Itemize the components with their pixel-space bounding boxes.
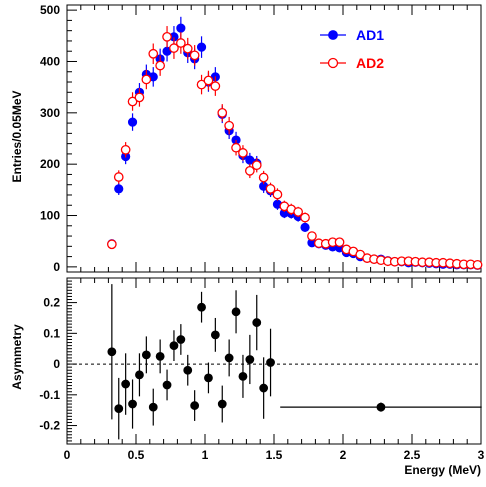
- data-point-ad2: [148, 48, 159, 59]
- data-point-ad1: [114, 184, 124, 194]
- bottom-y-axis-title: Asymmetry: [10, 324, 24, 390]
- asymmetry-point: [107, 347, 117, 357]
- data-point-ad2: [189, 50, 200, 61]
- series-ad2: [107, 26, 483, 270]
- series-asymmetry: [107, 284, 482, 440]
- x-tick-label: 0: [64, 448, 71, 462]
- asymmetry-point: [259, 383, 269, 393]
- top-panel-frame: [66, 4, 482, 273]
- asymmetry-point: [217, 399, 227, 409]
- bottom-y-tick-label: 0.1: [43, 326, 60, 340]
- data-point-ad2: [210, 81, 221, 91]
- data-point-ad2: [113, 172, 124, 182]
- asymmetry-point: [252, 318, 262, 327]
- asymmetry-point: [266, 358, 275, 367]
- data-point-ad1: [196, 42, 207, 52]
- data-point-ad2: [258, 172, 269, 183]
- data-point-ad2: [182, 43, 193, 54]
- data-point-ad2: [238, 148, 248, 158]
- top-y-tick-label: 200: [40, 157, 60, 171]
- data-point-ad2: [272, 189, 283, 200]
- asymmetry-point: [135, 370, 144, 380]
- data-point-ad2: [196, 79, 207, 90]
- data-point-ad2: [251, 160, 262, 171]
- data-point-ad1: [127, 117, 138, 127]
- asymmetry-point: [197, 302, 206, 312]
- data-point-ad1: [176, 23, 186, 33]
- legend-label-ad2: AD2: [356, 55, 384, 71]
- data-point-ad2: [231, 142, 241, 153]
- data-point-ad2: [155, 60, 165, 71]
- data-point-ad2: [203, 75, 214, 86]
- x-axis-title: Energy (MeV): [404, 463, 481, 477]
- x-tick-label: 1.5: [266, 448, 283, 462]
- legend-marker-ad2: [327, 57, 339, 69]
- legend: AD1 AD2: [320, 27, 384, 71]
- legend-label-ad1: AD1: [356, 27, 384, 43]
- top-y-tick-label: 100: [40, 209, 60, 223]
- top-y-tick-label: 0: [53, 260, 60, 274]
- bottom-y-tick-label: -0.2: [39, 419, 60, 433]
- asymmetry-point: [238, 371, 248, 381]
- asymmetry-point: [376, 402, 386, 412]
- asymmetry-point: [169, 341, 179, 351]
- asymmetry-point: [183, 365, 193, 375]
- data-point-ad2: [224, 120, 234, 131]
- data-point-ad2: [162, 31, 172, 42]
- asymmetry-point: [141, 350, 151, 360]
- top-y-tick-label: 300: [40, 106, 60, 120]
- top-y-tick-label: 400: [40, 54, 60, 68]
- asymmetry-point: [128, 399, 137, 409]
- asymmetry-point: [210, 330, 220, 340]
- x-tick-label: 2.5: [404, 448, 421, 462]
- data-point-ad1: [300, 222, 310, 232]
- legend-marker-ad1: [328, 30, 338, 40]
- data-point-ad2: [134, 92, 145, 103]
- x-tick-label: 2: [340, 448, 347, 462]
- asymmetry-point: [224, 353, 234, 363]
- asymmetry-point: [148, 402, 158, 412]
- x-tick-label: 1: [202, 448, 209, 462]
- bottom-y-tick-label: -0.1: [39, 388, 60, 402]
- asymmetry-point: [121, 379, 131, 389]
- data-point-ad2: [120, 144, 131, 155]
- data-point-ad2: [217, 107, 228, 118]
- data-point-ad2: [176, 38, 186, 48]
- asymmetry-point: [176, 335, 186, 344]
- x-tick-label: 3: [478, 448, 485, 462]
- asymmetry-point: [204, 373, 213, 383]
- data-point-ad2: [169, 43, 179, 53]
- asymmetry-point: [190, 401, 200, 410]
- bottom-y-tick-label: 0.2: [43, 296, 60, 310]
- x-tick-label: 0.5: [128, 448, 145, 462]
- asymmetry-point: [114, 404, 124, 414]
- asymmetry-point: [155, 351, 165, 361]
- data-point-ad2: [265, 183, 276, 194]
- data-point-ad2: [127, 96, 138, 107]
- data-point-ad2: [141, 74, 152, 85]
- data-point-ad2: [334, 237, 345, 248]
- data-point-ad2: [107, 239, 117, 250]
- asymmetry-point: [245, 355, 255, 364]
- data-point-ad2: [293, 207, 303, 217]
- data-point-ad2: [245, 165, 255, 176]
- top-y-tick-label: 500: [40, 3, 60, 17]
- data-point-ad2: [472, 259, 483, 270]
- data-point-ad2: [307, 231, 317, 241]
- asymmetry-point: [162, 380, 172, 390]
- bottom-y-tick-label: 0: [53, 357, 60, 371]
- series-ad1: [107, 16, 483, 270]
- top-y-axis-title: Entries/0.05MeV: [10, 90, 24, 182]
- data-point-ad2: [300, 212, 310, 223]
- asymmetry-point: [231, 307, 241, 317]
